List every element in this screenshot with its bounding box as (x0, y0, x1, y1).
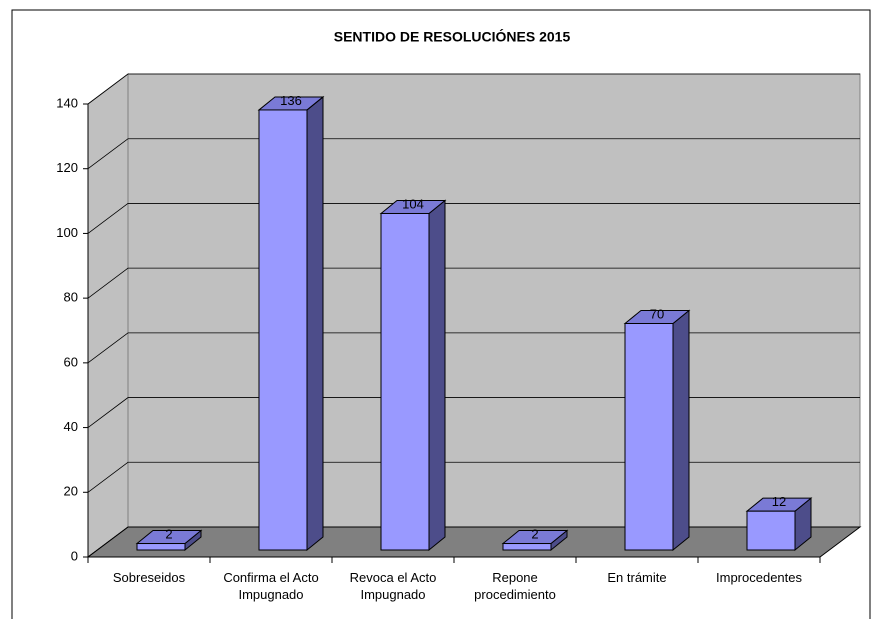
x-tick-label: Repone procedimiento (474, 570, 556, 602)
bar (136, 543, 186, 551)
grid-line (87, 73, 860, 105)
x-tick-label: Revoca el Acto Impugnado (349, 570, 437, 602)
data-label: 104 (402, 196, 424, 211)
y-tick-label: 20 (64, 484, 78, 499)
data-label: 2 (165, 526, 172, 541)
y-tick-label: 120 (56, 160, 78, 175)
grid-line (87, 267, 860, 299)
data-label: 136 (280, 93, 302, 108)
data-label: 12 (772, 494, 786, 509)
data-label: 2 (531, 526, 538, 541)
y-tick-label: 40 (64, 419, 78, 434)
x-tick-label: Confirma el Acto Impugnado (223, 570, 319, 602)
data-label: 70 (650, 306, 664, 321)
bar-side (306, 95, 324, 552)
bar (624, 323, 674, 551)
chart-border (11, 9, 871, 619)
floor (86, 526, 862, 558)
grid-line (87, 526, 860, 558)
bar (502, 543, 552, 551)
bar-side (672, 309, 690, 552)
grid-line (87, 203, 860, 234)
bar-side (428, 199, 446, 552)
y-tick-label: 100 (56, 225, 78, 240)
y-tick-label: 80 (64, 290, 78, 305)
back-wall (127, 73, 861, 528)
bar (258, 109, 308, 551)
x-tick-label: Sobreseidos (112, 570, 186, 585)
bar (746, 510, 796, 551)
side-wall (87, 73, 129, 558)
y-tick-label: 140 (56, 95, 78, 110)
grid-line (87, 332, 860, 364)
x-tick-label: Improcedentes (716, 570, 802, 585)
grid-line (87, 461, 860, 493)
chart-title: SENTIDO DE RESOLUCIÓNES 2015 (334, 28, 571, 45)
grid-line (87, 138, 860, 170)
y-tick-label: 0 (71, 548, 78, 563)
grid-line (87, 397, 860, 428)
x-tick-label: En trámite (607, 570, 667, 585)
bar (380, 212, 430, 551)
y-tick-label: 60 (64, 354, 78, 369)
